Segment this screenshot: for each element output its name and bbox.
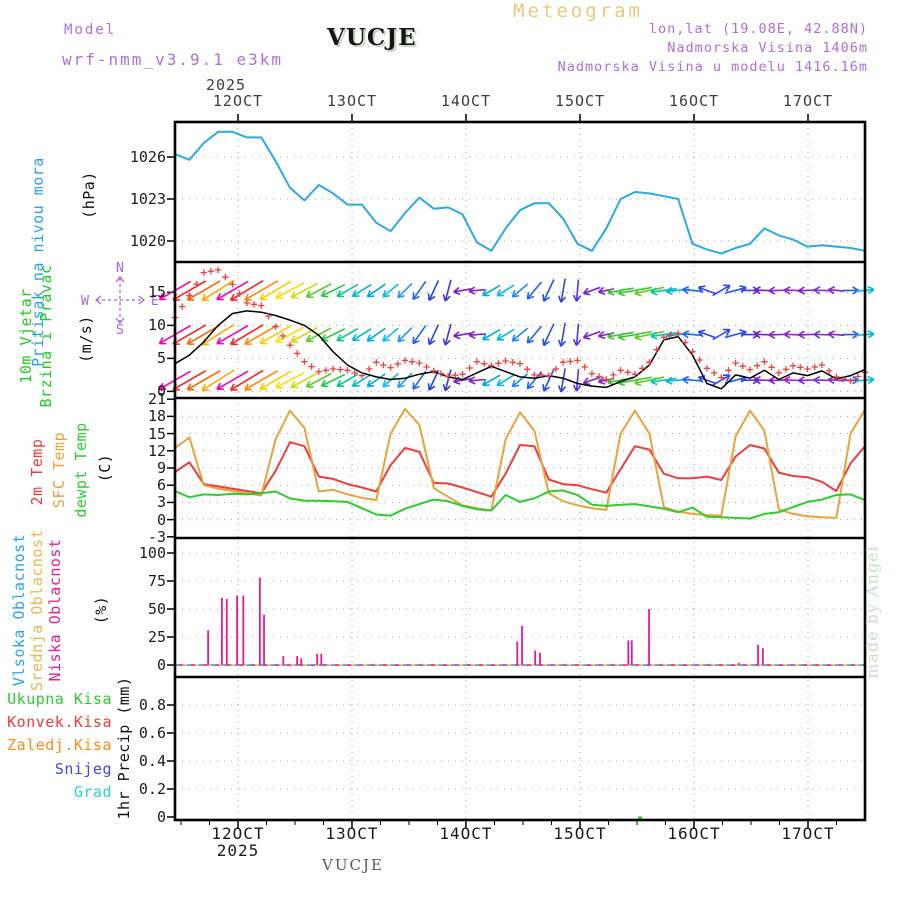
y-tick-label: 75 bbox=[147, 572, 166, 590]
precip-hail-label: Grad bbox=[73, 783, 112, 801]
compass-n: N bbox=[116, 260, 124, 276]
x-tick-label-bottom: 17OCT bbox=[781, 824, 835, 843]
page-title: Meteogram bbox=[513, 0, 643, 22]
model-elevation-text: Nadmorska Visina u modelu 1416.16m bbox=[557, 59, 868, 75]
y-tick-label: 15 bbox=[147, 424, 166, 443]
year-label-bottom: 2025 bbox=[216, 841, 260, 860]
y-tick-label: 1023 bbox=[129, 190, 166, 208]
y-tick-label: -3 bbox=[147, 527, 166, 546]
y-tick-label: 0.2 bbox=[138, 780, 166, 798]
station-label-bottom: VUCJE bbox=[322, 856, 384, 874]
y-tick-label: 1020 bbox=[129, 232, 166, 250]
compass-w: W bbox=[81, 293, 90, 309]
year-label-top: 2025 bbox=[205, 76, 247, 94]
wind-axis-label-2: Brzina i Pravac bbox=[37, 264, 55, 408]
y-tick-label: 6 bbox=[156, 476, 166, 495]
x-tick-label-bottom: 14OCT bbox=[439, 824, 493, 843]
model-name: wrf-nmm_v3.9.1 e3km bbox=[62, 50, 284, 69]
temp-dewpt-label: dewpt Temp bbox=[72, 422, 90, 518]
lonlat-text: lon,lat (19.08E, 42.88N) bbox=[648, 21, 868, 37]
wind-unit-label: (m/s) bbox=[77, 315, 95, 363]
y-tick-label: 9 bbox=[156, 459, 166, 477]
compass-s: S bbox=[116, 322, 124, 338]
cloud-mid-label: Srednja Oblacnost bbox=[28, 528, 46, 692]
x-tick-label-bottom: 16OCT bbox=[667, 824, 721, 843]
precip-stratiform-label: Zaledj.Kisa bbox=[7, 736, 112, 754]
y-tick-label: 10 bbox=[147, 316, 166, 335]
x-tick-label-top: 12OCT bbox=[212, 92, 264, 110]
y-tick-label: 25 bbox=[147, 628, 166, 646]
y-tick-label: 100 bbox=[138, 544, 166, 562]
y-tick-label: 0.4 bbox=[138, 752, 166, 770]
y-tick-label: 0.6 bbox=[138, 724, 166, 742]
wind-axis-label-1: 10m Vjetar bbox=[17, 288, 35, 384]
header-meta: lon,lat (19.08E, 42.88N) Nadmorska Visin… bbox=[558, 20, 868, 77]
temp-sfc-label: SFC Temp bbox=[50, 431, 68, 509]
y-tick-label: 5 bbox=[156, 349, 166, 368]
y-tick-label: 3 bbox=[156, 493, 166, 512]
x-tick-label-top: 14OCT bbox=[440, 92, 492, 110]
y-tick-label: 0 bbox=[156, 510, 166, 529]
cloud-high-label: Vlsoka Oblacnost bbox=[10, 533, 28, 687]
precip-snow-label: Snijeg bbox=[54, 760, 112, 778]
y-tick-label: 21 bbox=[147, 390, 166, 409]
watermark: made by Angel bbox=[862, 545, 882, 679]
compass-e: E bbox=[151, 293, 159, 309]
x-tick-label-bottom: 15OCT bbox=[553, 824, 607, 843]
x-tick-label-bottom: 13OCT bbox=[325, 824, 379, 843]
y-tick-label: 0 bbox=[156, 382, 166, 401]
y-tick-label: 15 bbox=[147, 283, 166, 302]
x-tick-label-top: 16OCT bbox=[668, 92, 720, 110]
y-tick-label: 0 bbox=[156, 808, 166, 826]
y-tick-label: 12 bbox=[147, 441, 166, 460]
y-tick-label: 1026 bbox=[129, 148, 166, 166]
x-tick-label-top: 15OCT bbox=[554, 92, 606, 110]
y-tick-label: 0.8 bbox=[138, 696, 166, 714]
y-tick-label: 18 bbox=[147, 407, 166, 426]
x-tick-label-top: 17OCT bbox=[782, 92, 834, 110]
y-tick-label: 0 bbox=[156, 656, 166, 674]
elevation-text: Nadmorska Visina 1406m bbox=[667, 40, 868, 56]
station-title: VUCJE bbox=[327, 24, 417, 51]
precip-total-label: Ukupna Kisa bbox=[7, 690, 112, 708]
y-tick-label: 50 bbox=[147, 600, 166, 618]
cloud-low-label: Niska Oblacnost bbox=[46, 538, 64, 682]
x-tick-label-bottom: 12OCT bbox=[211, 824, 265, 843]
precip-convective-label: Konvek.Kisa bbox=[7, 713, 112, 731]
model-label: Model bbox=[64, 22, 117, 38]
x-tick-label-top: 13OCT bbox=[326, 92, 378, 110]
temp-2m-label: 2m Temp bbox=[28, 438, 46, 506]
